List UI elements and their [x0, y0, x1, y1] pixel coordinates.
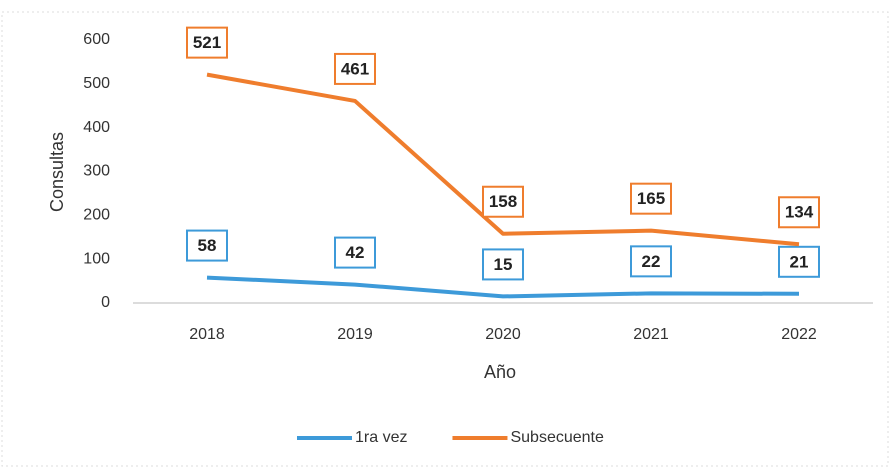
legend-label: Subsecuente [510, 429, 604, 446]
legend-label: 1ra vez [355, 429, 407, 446]
series-line [206, 72, 800, 247]
data-label-box [334, 236, 376, 269]
data-label-box [482, 185, 524, 218]
data-label: 15 [494, 255, 513, 274]
data-label: 521 [193, 33, 221, 52]
y-tick-label: 100 [83, 250, 110, 267]
x-tick-label: 2021 [633, 326, 669, 343]
data-label: 158 [489, 192, 517, 211]
data-label: 58 [198, 236, 217, 255]
y-tick-label: 300 [83, 163, 110, 180]
y-tick-label: 200 [83, 207, 110, 224]
y-tick-label: 600 [83, 31, 110, 48]
x-axis-title: Año [484, 362, 516, 382]
y-tick-label: 500 [83, 75, 110, 92]
y-tick-label: 0 [101, 294, 110, 311]
data-label-box [482, 248, 524, 281]
data-label-box [186, 26, 228, 59]
series-line [206, 275, 800, 299]
data-label-box [778, 196, 820, 229]
data-label-box [334, 52, 376, 85]
y-tick-label: 400 [83, 119, 110, 136]
data-label: 134 [785, 203, 814, 222]
x-tick-label: 2020 [485, 326, 521, 343]
data-label-box [630, 182, 672, 215]
data-label: 21 [790, 252, 809, 271]
data-label: 165 [637, 189, 665, 208]
y-axis-title: Consultas [47, 132, 67, 212]
data-label: 22 [642, 252, 661, 271]
x-tick-label: 2019 [337, 326, 373, 343]
x-tick-label: 2022 [781, 326, 817, 343]
data-label-box [778, 245, 820, 278]
data-label: 42 [346, 243, 365, 262]
data-label-box [630, 245, 672, 278]
data-label-box [186, 229, 228, 262]
data-label: 461 [341, 59, 369, 78]
x-tick-label: 2018 [189, 326, 225, 343]
